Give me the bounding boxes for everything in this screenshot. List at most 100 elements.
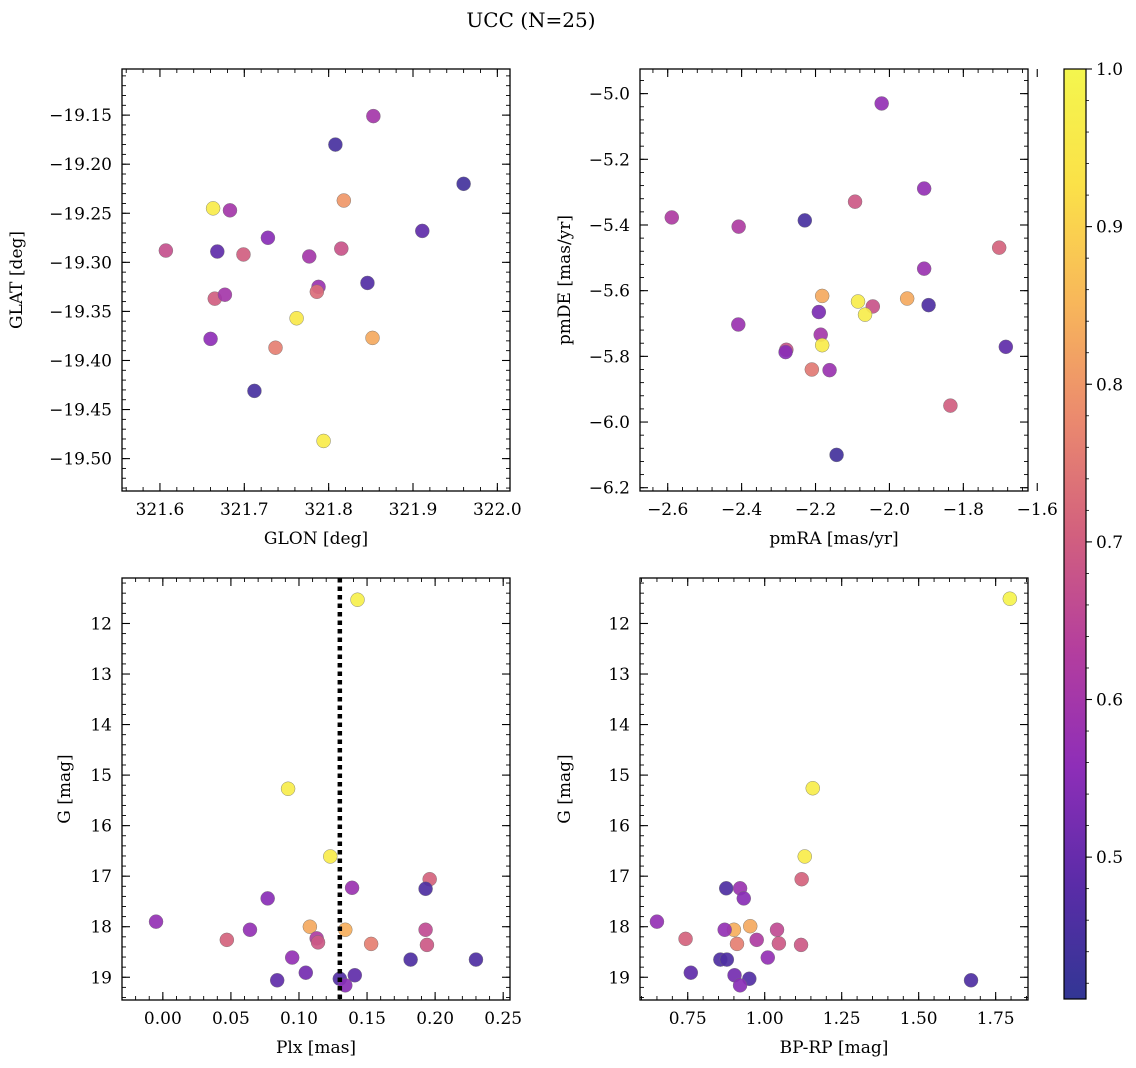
data-point xyxy=(236,247,251,262)
data-point xyxy=(336,193,352,208)
data-point xyxy=(242,922,258,937)
y-tick-label: −5.4 xyxy=(589,216,630,236)
x-axis-label: Plx [mas] xyxy=(276,1038,356,1058)
data-point xyxy=(678,931,693,947)
data-point xyxy=(822,362,837,378)
panel-plx-g: 0.00 0.05 0.10 0.15 0.20 0.25 12 13 14 15 16 17 18 19… xyxy=(55,577,522,1058)
y-tick-label: 15 xyxy=(90,766,112,786)
data-point xyxy=(298,965,313,980)
x-tick-label: 322.0 xyxy=(473,500,522,520)
data-point xyxy=(284,950,300,965)
data-point xyxy=(419,937,435,953)
data-point xyxy=(797,849,812,864)
x-tick-label: −2.6 xyxy=(647,500,688,520)
y-axis-label: G [mag] xyxy=(55,754,75,823)
y-tick-label: −19.25 xyxy=(49,204,112,224)
y-tick-label: −19.35 xyxy=(49,302,112,322)
data-point xyxy=(771,936,787,951)
data-point xyxy=(222,203,238,218)
data-point xyxy=(403,952,418,967)
x-tick-label: 0.05 xyxy=(212,1009,250,1029)
axes-frame xyxy=(639,577,1029,1001)
colorbar-tick-label: 0.8 xyxy=(1096,375,1123,395)
data-point xyxy=(664,210,679,225)
data-point xyxy=(289,311,304,326)
y-tick-label: 12 xyxy=(90,614,112,634)
data-point xyxy=(749,932,764,948)
axes-frame xyxy=(121,577,511,1001)
y-axis-label: G [mag] xyxy=(555,754,575,823)
data-point xyxy=(363,936,379,952)
x-axis-label: GLON [deg] xyxy=(264,529,368,549)
data-point xyxy=(719,881,734,896)
x-tick-label: −1.8 xyxy=(943,500,984,520)
data-point xyxy=(760,950,775,965)
y-tick-label: −5.8 xyxy=(589,347,630,367)
data-point xyxy=(302,919,318,934)
y-tick-label: −6.2 xyxy=(589,479,630,499)
y-tick-label: 14 xyxy=(608,716,630,736)
data-point xyxy=(268,340,283,355)
colorbar-tick-label: 0.5 xyxy=(1096,848,1123,868)
panel-bprp-g: 0.75 1.00 1.25 1.50 1.75 12 13 14 15 16 17 18 19 BP-R… xyxy=(555,577,1029,1058)
y-tick-label: 12 xyxy=(608,614,630,634)
data-point xyxy=(916,181,932,196)
y-tick-label: 13 xyxy=(90,665,112,685)
data-point xyxy=(270,973,285,988)
data-point xyxy=(415,223,430,239)
data-point xyxy=(991,240,1007,255)
x-axis-label: pmRA [mas/yr] xyxy=(769,529,898,549)
y-tick-label: −19.30 xyxy=(49,253,112,273)
y-tick-label: 16 xyxy=(608,817,630,837)
y-tick-label: 17 xyxy=(90,867,112,887)
x-axis-label: BP-RP [mag] xyxy=(780,1038,889,1058)
data-point xyxy=(350,592,365,607)
data-point xyxy=(729,936,745,952)
data-point xyxy=(366,108,381,124)
data-point xyxy=(328,137,343,152)
x-tick-label: 1.25 xyxy=(823,1009,861,1029)
data-point xyxy=(316,433,331,449)
data-point xyxy=(217,287,233,302)
data-point xyxy=(219,932,235,948)
data-point xyxy=(418,881,433,897)
x-tick-label: −2.4 xyxy=(721,500,762,520)
x-tick-label: −2.2 xyxy=(795,500,836,520)
data-point xyxy=(148,914,164,929)
data-point xyxy=(743,919,758,934)
data-point xyxy=(857,307,873,322)
y-tick-label: −5.2 xyxy=(589,150,630,170)
data-point xyxy=(205,201,221,216)
y-tick-label: −6.0 xyxy=(589,413,630,433)
x-tick-label: 0.10 xyxy=(280,1009,318,1029)
colorbar-tick-label: 0.7 xyxy=(1096,533,1123,553)
data-point xyxy=(456,176,471,192)
x-tick-label: 0.75 xyxy=(669,1009,707,1029)
y-tick-label: 13 xyxy=(608,665,630,685)
data-point xyxy=(302,249,317,264)
data-point xyxy=(732,978,748,993)
data-point xyxy=(323,849,338,864)
y-tick-label: −19.45 xyxy=(49,401,112,421)
y-axis-label: pmDE [mas/yr] xyxy=(555,215,575,345)
axes-frame xyxy=(121,68,511,492)
data-point xyxy=(850,294,866,309)
x-tick-label: 1.75 xyxy=(977,1009,1015,1029)
data-point xyxy=(963,973,979,988)
colorbar-gradient xyxy=(1063,68,1087,1000)
data-point xyxy=(829,447,844,463)
y-tick-label: −5.6 xyxy=(589,282,630,302)
data-point xyxy=(794,872,809,887)
data-point xyxy=(309,284,325,299)
data-point xyxy=(814,337,830,353)
x-tick-label: 0.15 xyxy=(348,1009,386,1029)
colorbar-tick-label: 0.9 xyxy=(1096,218,1123,238)
data-point xyxy=(260,230,276,246)
data-point xyxy=(683,965,699,980)
data-point xyxy=(847,194,863,209)
x-tick-label: 321.8 xyxy=(304,500,353,520)
y-tick-label: 18 xyxy=(90,918,112,938)
data-point xyxy=(736,891,751,906)
data-point xyxy=(260,891,275,906)
y-tick-label: −19.20 xyxy=(49,155,112,175)
